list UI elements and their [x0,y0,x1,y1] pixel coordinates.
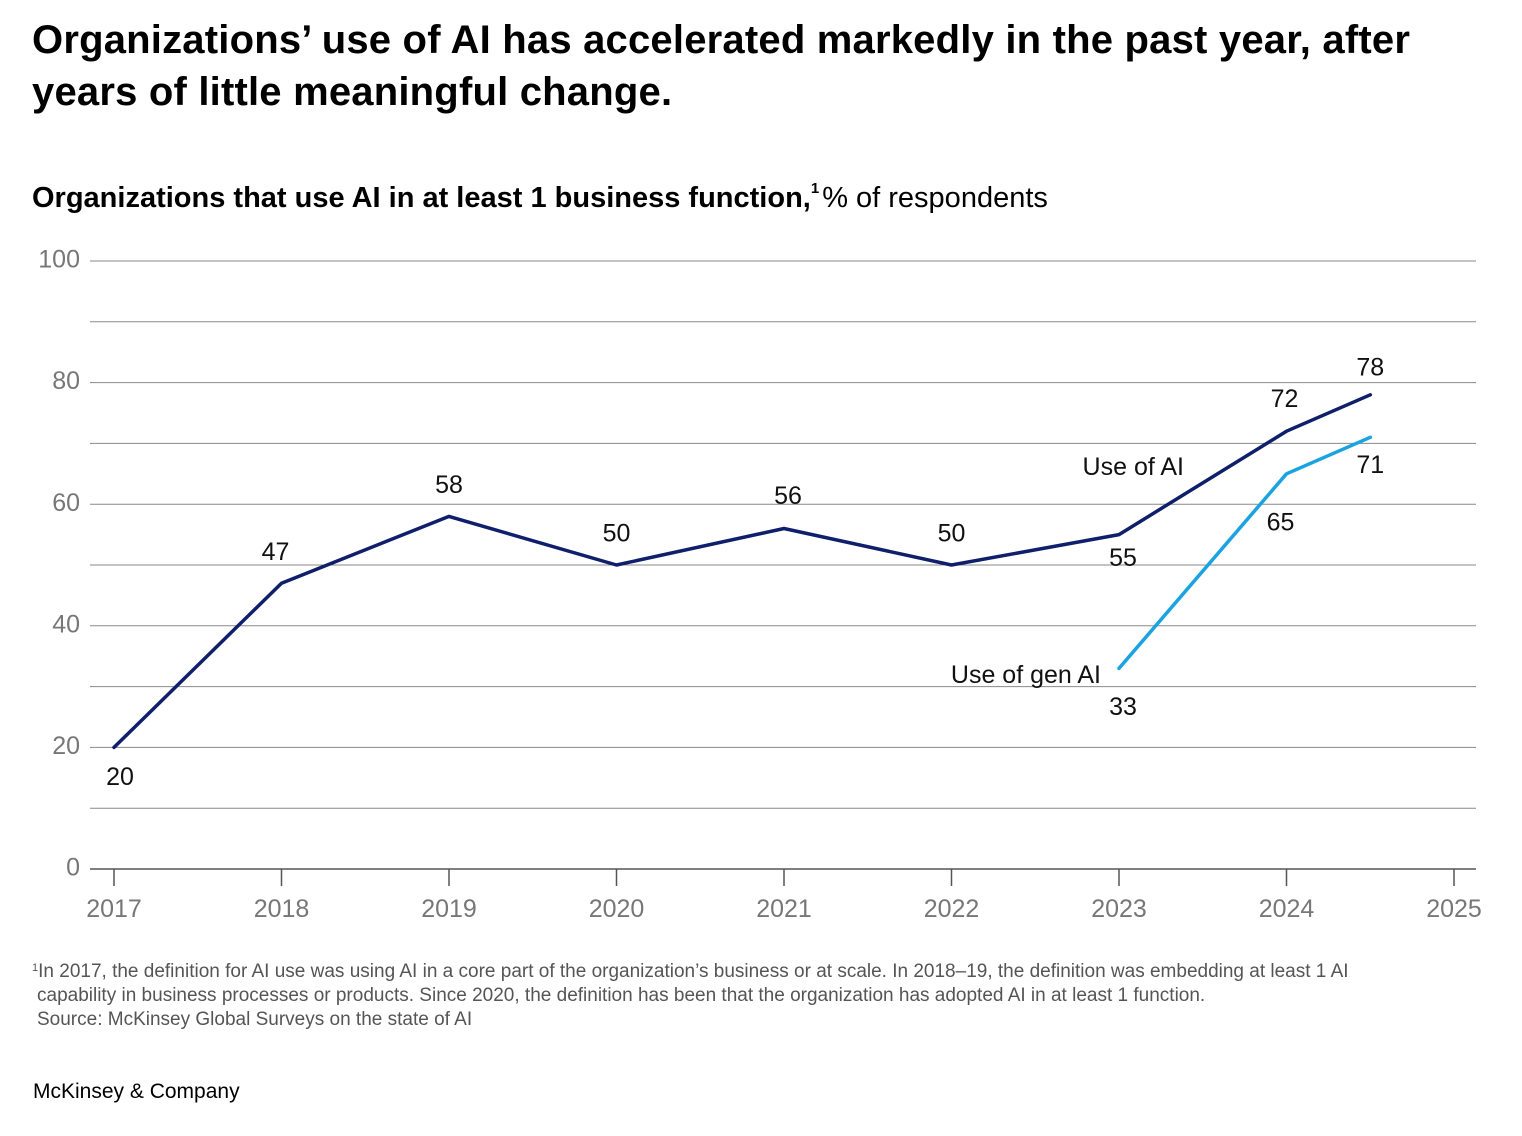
data-label: 71 [1356,451,1384,479]
x-tick-label: 2017 [86,895,142,923]
chart-subtitle: Organizations that use AI in at least 1 … [32,170,1048,217]
data-label: 47 [262,538,290,566]
brand-logo-text: McKinsey & Company [33,1080,240,1103]
series-line-use-of-ai [112,393,1373,750]
data-label: 78 [1356,353,1384,381]
footnote-line-2: capability in business processes or prod… [37,985,1206,1006]
data-label: 58 [435,471,463,499]
x-tick-label: 2024 [1259,895,1315,923]
series-name-use-of-gen-ai: Use of gen AI [951,661,1101,689]
y-tick-label: 20 [52,732,80,760]
subtitle-footnote-marker: 1 [810,180,820,197]
footnote-marker: 1 [32,962,39,974]
data-label: 20 [106,763,134,791]
y-tick-label: 100 [38,246,80,274]
data-label: 72 [1271,385,1299,413]
subtitle-main: Organizations that use AI in at least 1 … [32,182,811,214]
y-tick-label: 40 [52,610,80,638]
x-axis: 2017 2018 2019 2020 2021 2022 2023 2024 2025 [86,868,1482,923]
footnote-source: Source: McKinsey Global Surveys on the s… [37,1009,473,1030]
subtitle-unit: % of respondents [822,182,1048,214]
y-tick-label: 60 [52,489,80,517]
data-label: 65 [1267,508,1295,536]
x-tick-label: 2022 [924,895,980,923]
series-name-use-of-ai: Use of AI [1083,453,1184,481]
x-tick-label: 2025 [1426,895,1482,923]
data-label: 50 [603,520,631,548]
x-tick-label: 2023 [1091,895,1147,923]
x-tick-label: 2021 [756,895,812,923]
x-tick-label: 2018 [254,895,310,923]
data-labels: 20 47 58 50 56 50 55 72 78 33 65 71 Use of AI Use of … [106,353,1384,791]
chart-headline: Organizations’ use of AI has accelerated… [32,18,1411,114]
data-label: 55 [1109,544,1137,572]
data-label: 33 [1109,693,1137,721]
footnote-line-1: 1In 2017, the definition for AI use was … [32,956,1502,984]
y-tick-label: 0 [66,854,80,882]
gridlines: 0 20 40 60 80 100 [38,246,1476,882]
x-tick-label: 2020 [589,895,645,923]
footnote-text-1: In 2017, the definition for AI use was u… [38,961,1349,982]
series-line-use-of-gen-ai [1117,435,1373,671]
data-label: 56 [774,482,802,510]
x-tick-label: 2019 [421,895,477,923]
series [112,393,1373,750]
data-label: 50 [938,520,966,548]
y-tick-label: 80 [52,367,80,395]
footnote: 1In 2017, the definition for AI use was … [32,956,1502,1032]
